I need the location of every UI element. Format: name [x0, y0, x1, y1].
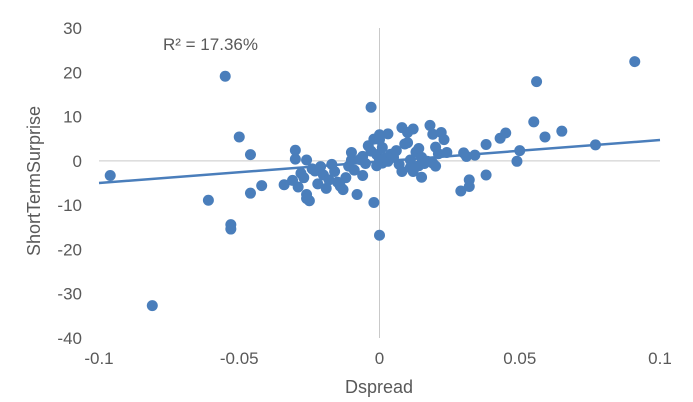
data-point — [219, 70, 231, 82]
data-point — [589, 139, 601, 151]
data-point — [556, 125, 568, 137]
data-point — [413, 142, 425, 154]
data-point — [374, 229, 385, 241]
axes-layer — [99, 28, 660, 338]
y-tick-label: 0 — [73, 152, 82, 171]
data-point — [301, 154, 313, 166]
data-point — [430, 160, 442, 172]
data-point — [528, 116, 540, 128]
data-point — [382, 128, 394, 140]
data-point — [323, 174, 335, 186]
data-point — [511, 155, 523, 167]
data-point — [432, 148, 444, 160]
y-tick-label: -10 — [57, 196, 82, 215]
data-point — [416, 171, 428, 183]
data-point — [438, 134, 450, 146]
data-point — [407, 123, 419, 135]
y-tick-label: 30 — [63, 19, 82, 38]
data-point — [244, 149, 256, 161]
x-tick-label: 0.1 — [648, 349, 672, 368]
data-point — [289, 144, 301, 156]
data-point — [629, 56, 641, 68]
data-point — [340, 172, 352, 184]
y-tick-label: 20 — [63, 63, 82, 82]
data-point — [424, 119, 436, 131]
data-point — [368, 196, 380, 208]
data-point — [402, 137, 414, 149]
data-point — [345, 154, 357, 166]
data-point — [441, 146, 453, 158]
tick-labels-layer: 30 20 10 0 -10 -20 -30 -40-0.1 -0.05 0 0.05 0.1 — [57, 19, 671, 368]
data-point — [225, 223, 237, 235]
data-point — [278, 179, 290, 191]
x-tick-label: 0 — [375, 349, 384, 368]
y-axis-title: ShortTermSurprise — [24, 106, 44, 256]
data-point — [463, 181, 475, 193]
data-point — [298, 172, 310, 184]
data-point — [104, 169, 116, 181]
y-tick-label: -30 — [57, 285, 82, 304]
data-point — [531, 76, 543, 88]
data-point — [244, 187, 256, 199]
x-tick-label: -0.1 — [84, 349, 113, 368]
data-point — [345, 146, 357, 158]
data-point — [357, 169, 369, 181]
y-tick-label: 10 — [63, 108, 82, 127]
data-point — [289, 153, 301, 165]
data-point — [480, 169, 492, 181]
y-tick-label: -20 — [57, 240, 82, 259]
data-point — [404, 154, 416, 166]
x-tick-label: 0.05 — [503, 349, 536, 368]
data-point — [514, 145, 526, 157]
x-axis-title: Dspread — [345, 377, 413, 397]
data-point — [455, 185, 467, 197]
data-point — [146, 300, 158, 312]
data-point — [233, 131, 245, 143]
data-point — [427, 128, 439, 140]
data-point — [256, 180, 268, 192]
data-point — [460, 150, 472, 162]
data-point — [312, 178, 324, 190]
data-point — [202, 194, 214, 206]
data-point — [348, 164, 360, 176]
x-tick-label: -0.05 — [220, 349, 259, 368]
data-point — [315, 161, 327, 173]
points-layer — [104, 56, 641, 312]
data-point — [365, 101, 377, 113]
data-point — [396, 165, 408, 177]
data-point — [376, 142, 388, 154]
r-squared-annotation: R² = 17.36% — [163, 35, 258, 54]
data-point — [329, 165, 341, 177]
data-point — [480, 138, 492, 150]
data-point — [303, 195, 315, 207]
data-point — [539, 131, 551, 143]
data-point — [337, 184, 349, 196]
data-point — [390, 145, 402, 157]
y-tick-label: -40 — [57, 329, 82, 348]
data-point — [359, 158, 371, 170]
data-point — [320, 182, 332, 194]
data-point — [351, 189, 363, 201]
data-point — [500, 127, 512, 139]
data-point — [469, 149, 481, 161]
data-point — [292, 181, 304, 193]
